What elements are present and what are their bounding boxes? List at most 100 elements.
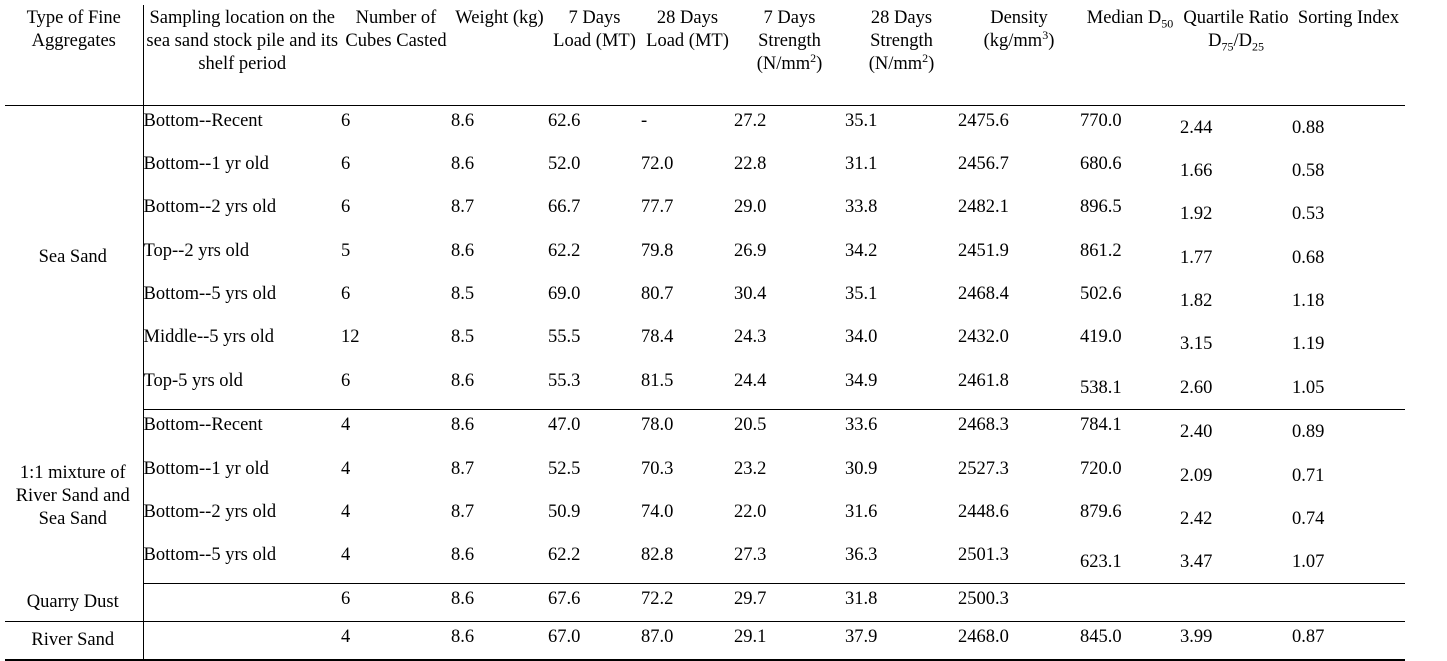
cell-sorting-value: 0.88 <box>1292 117 1325 138</box>
cell-weight-value: 8.6 <box>451 240 475 261</box>
cell-quartile: 1.66 <box>1180 149 1292 192</box>
cell-cubes: 4 <box>341 497 451 540</box>
cell-strength7-value: 24.3 <box>734 327 767 348</box>
cell-location: Bottom--Recent <box>143 105 341 149</box>
cell-strength7-value: 23.2 <box>734 458 767 479</box>
cell-load28-value: 70.3 <box>641 458 674 479</box>
cell-quartile-value: 2.44 <box>1180 117 1213 138</box>
cell-cubes-value: 4 <box>341 501 351 522</box>
cell-cubes: 4 <box>341 410 451 454</box>
cell-sorting-value: 0.89 <box>1292 422 1325 443</box>
cell-density-value: 2501.3 <box>958 545 1009 566</box>
table-body: Sea Sand Bottom--Recent 6 8.6 62.6-27.2 35.1 2… <box>5 105 1405 661</box>
cell-quartile: 2.42 <box>1180 497 1292 540</box>
cell-load7-value: 52.5 <box>548 458 581 479</box>
cell-density-value: 2468.0 <box>958 627 1009 648</box>
cell-quartile-value: 3.47 <box>1180 552 1213 573</box>
cell-location-value: Bottom--1 yr old <box>143 153 269 174</box>
cell-strength7: 27.3 <box>734 540 845 585</box>
cell-strength28-value: 33.8 <box>845 197 878 218</box>
cell-load28: 72.0 <box>641 149 734 192</box>
cell-sorting-value: 0.87 <box>1292 627 1325 648</box>
header-median-text: Median D <box>1086 8 1162 28</box>
cell-quartile: 2.09 <box>1180 454 1292 497</box>
cell-load7: 66.7 <box>548 192 641 235</box>
cell-median: 845.0 <box>1080 621 1180 661</box>
cell-median-value: 720.0 <box>1080 458 1122 479</box>
cell-sorting: 1.19 <box>1292 322 1405 365</box>
cell-weight: 8.6 <box>451 583 548 623</box>
cell-median: 502.6 <box>1080 279 1180 322</box>
cell-density-value: 2475.6 <box>958 110 1009 131</box>
cell-strength7: 30.4 <box>734 279 845 322</box>
cell-location: Bottom--2 yrs old <box>143 192 341 235</box>
cell-sorting: 0.89 <box>1292 410 1405 454</box>
cell-weight: 8.6 <box>451 410 548 454</box>
cell-weight-value: 8.6 <box>451 545 475 566</box>
cell-median-value: 680.6 <box>1080 153 1122 174</box>
cell-load28-value: 78.0 <box>641 415 674 436</box>
cell-location: Middle--5 yrs old <box>143 322 341 365</box>
cell-cubes-value: 6 <box>341 370 351 391</box>
cell-load28-value: 78.4 <box>641 327 674 348</box>
cell-sorting-value: 1.05 <box>1292 377 1325 398</box>
cell-strength28: 31.8 <box>845 583 958 623</box>
header-cubes: Number of Cubes Casted <box>341 5 451 106</box>
header-strength28: 28 Days Strength (N/mm2) <box>845 5 958 106</box>
cell-weight-value: 8.7 <box>451 197 475 218</box>
cell-load7: 62.6 <box>548 105 641 149</box>
header-strength7: 7 Days Strength (N/mm2) <box>734 5 845 106</box>
cell-weight: 8.6 <box>451 105 548 149</box>
cell-load7: 47.0 <box>548 410 641 454</box>
cell-quartile: 3.47 <box>1180 540 1292 585</box>
cell-median-value: 770.0 <box>1080 110 1122 131</box>
cell-cubes: 6 <box>341 192 451 235</box>
cell-strength28: 34.0 <box>845 322 958 365</box>
cell-load28: 81.5 <box>641 365 734 411</box>
cell-location-value: Middle--5 yrs old <box>143 327 275 348</box>
header-weight: Weight (kg) <box>451 5 548 106</box>
header-density-text: Density (kg/mm <box>983 8 1048 51</box>
cell-strength7: 22.8 <box>734 149 845 192</box>
cell-strength7: 24.3 <box>734 322 845 365</box>
cell-strength7: 27.2 <box>734 105 845 149</box>
header-quartile-text: Quartile Ratio D <box>1183 8 1289 51</box>
header-strength28-sup: 2 <box>922 50 929 65</box>
cell-strength7-value: 20.5 <box>734 415 767 436</box>
cell-quartile-value: 1.77 <box>1180 247 1213 268</box>
cell-median-value: 419.0 <box>1080 327 1122 348</box>
cell-load7-value: 66.7 <box>548 197 581 218</box>
cell-density: 2432.0 <box>958 322 1080 365</box>
cell-weight: 8.7 <box>451 454 548 497</box>
cell-strength28-value: 34.2 <box>845 240 878 261</box>
cell-location: Bottom--2 yrs old <box>143 497 341 540</box>
cell-location <box>143 621 341 661</box>
cell-load7: 69.0 <box>548 279 641 322</box>
cell-load28-value: 72.2 <box>641 589 674 610</box>
cell-strength28-value: 31.8 <box>845 589 878 610</box>
cell-strength28-value: 35.1 <box>845 110 878 131</box>
cell-weight-value: 8.6 <box>451 153 475 174</box>
cell-location-value: Bottom--2 yrs old <box>143 501 277 522</box>
cell-load28-value: 74.0 <box>641 501 674 522</box>
cell-strength28: 33.8 <box>845 192 958 235</box>
cell-load7-value: 47.0 <box>548 415 581 436</box>
cell-cubes-value: 12 <box>341 327 360 348</box>
cell-load7: 50.9 <box>548 497 641 540</box>
cell-quartile: 3.15 <box>1180 322 1292 365</box>
cell-strength28-value: 34.9 <box>845 370 878 391</box>
cell-median: 861.2 <box>1080 236 1180 279</box>
cell-load7-value: 50.9 <box>548 501 581 522</box>
cell-strength28: 37.9 <box>845 621 958 661</box>
cell-sorting: 1.18 <box>1292 279 1405 322</box>
cell-strength7-value: 26.9 <box>734 240 767 261</box>
cell-median: 680.6 <box>1080 149 1180 192</box>
cell-strength28: 35.1 <box>845 279 958 322</box>
cell-median: 879.6 <box>1080 497 1180 540</box>
cell-strength28: 30.9 <box>845 454 958 497</box>
table-row: Middle--5 yrs old 12 8.5 55.5 78.4 24.3 34.0 24… <box>5 322 1405 365</box>
cell-strength28-value: 37.9 <box>845 627 878 648</box>
cell-density: 2482.1 <box>958 192 1080 235</box>
cell-sorting-value: 1.19 <box>1292 334 1325 355</box>
cell-density: 2500.3 <box>958 583 1080 623</box>
